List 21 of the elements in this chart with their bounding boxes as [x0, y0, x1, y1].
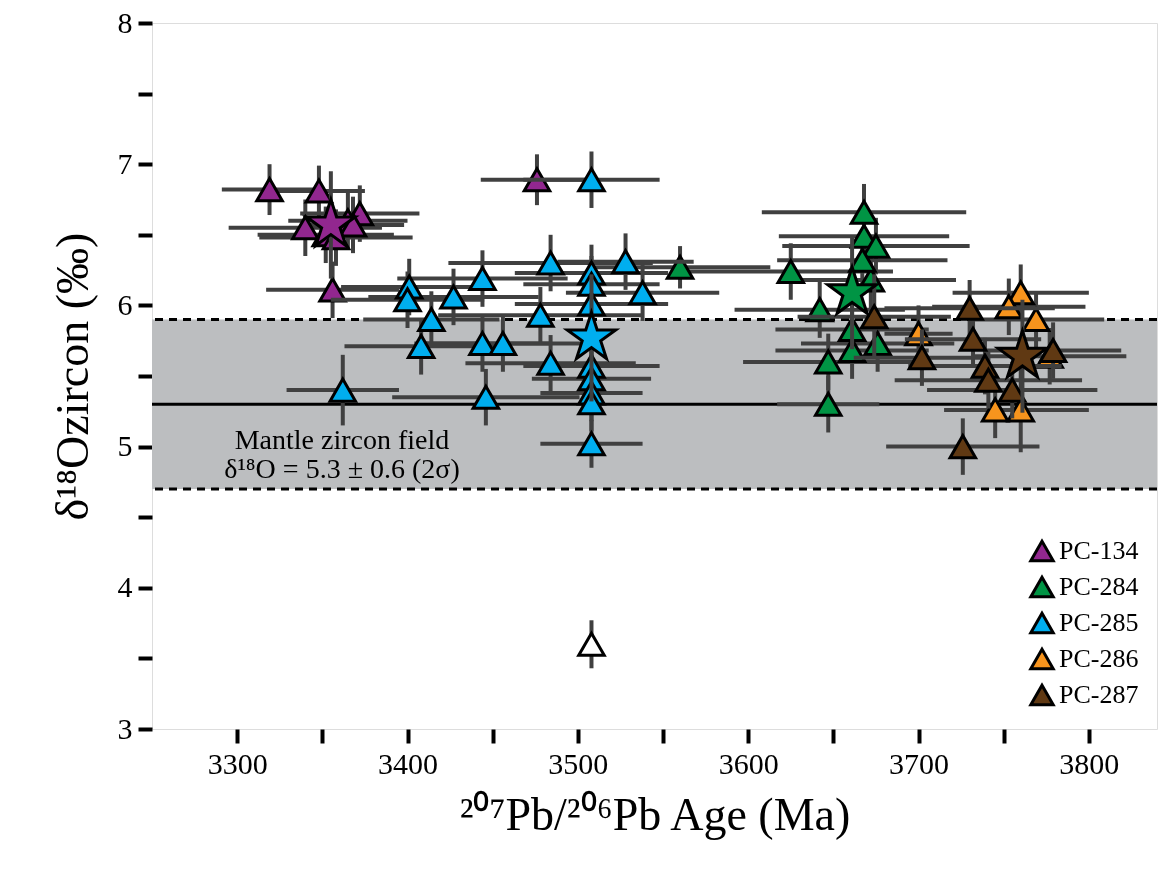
y-axis-title: δ¹⁸Ozircon (‰) — [46, 232, 98, 521]
y-tick-label: 6 — [117, 287, 133, 321]
legend-label: PC-284 — [1059, 572, 1139, 601]
x-tick-label: 3600 — [718, 746, 779, 780]
legend-label: PC-287 — [1059, 680, 1139, 709]
y-tick-label: 7 — [117, 146, 133, 180]
annotation: δ¹⁸O = 5.3 ± 0.6 (2σ) — [224, 453, 460, 484]
legend-label: PC-285 — [1059, 608, 1139, 637]
x-tick-label: 3400 — [378, 746, 439, 780]
y-tick-label: 8 — [117, 5, 133, 39]
y-tick-label: 4 — [117, 570, 133, 604]
legend-label: PC-134 — [1059, 536, 1139, 565]
y-tick-label: 5 — [117, 429, 133, 463]
x-tick-label: 3300 — [207, 746, 268, 780]
legend-label: PC-286 — [1059, 644, 1139, 673]
x-axis-title: ²⁰⁷Pb/²⁰⁶Pb Age (Ma) — [459, 788, 851, 840]
annotation: Mantle zircon field — [234, 424, 450, 455]
x-tick-label: 3500 — [548, 746, 609, 780]
x-tick-label: 3700 — [889, 746, 950, 780]
x-tick-label: 3800 — [1059, 746, 1120, 780]
y-tick-label: 3 — [117, 711, 133, 745]
